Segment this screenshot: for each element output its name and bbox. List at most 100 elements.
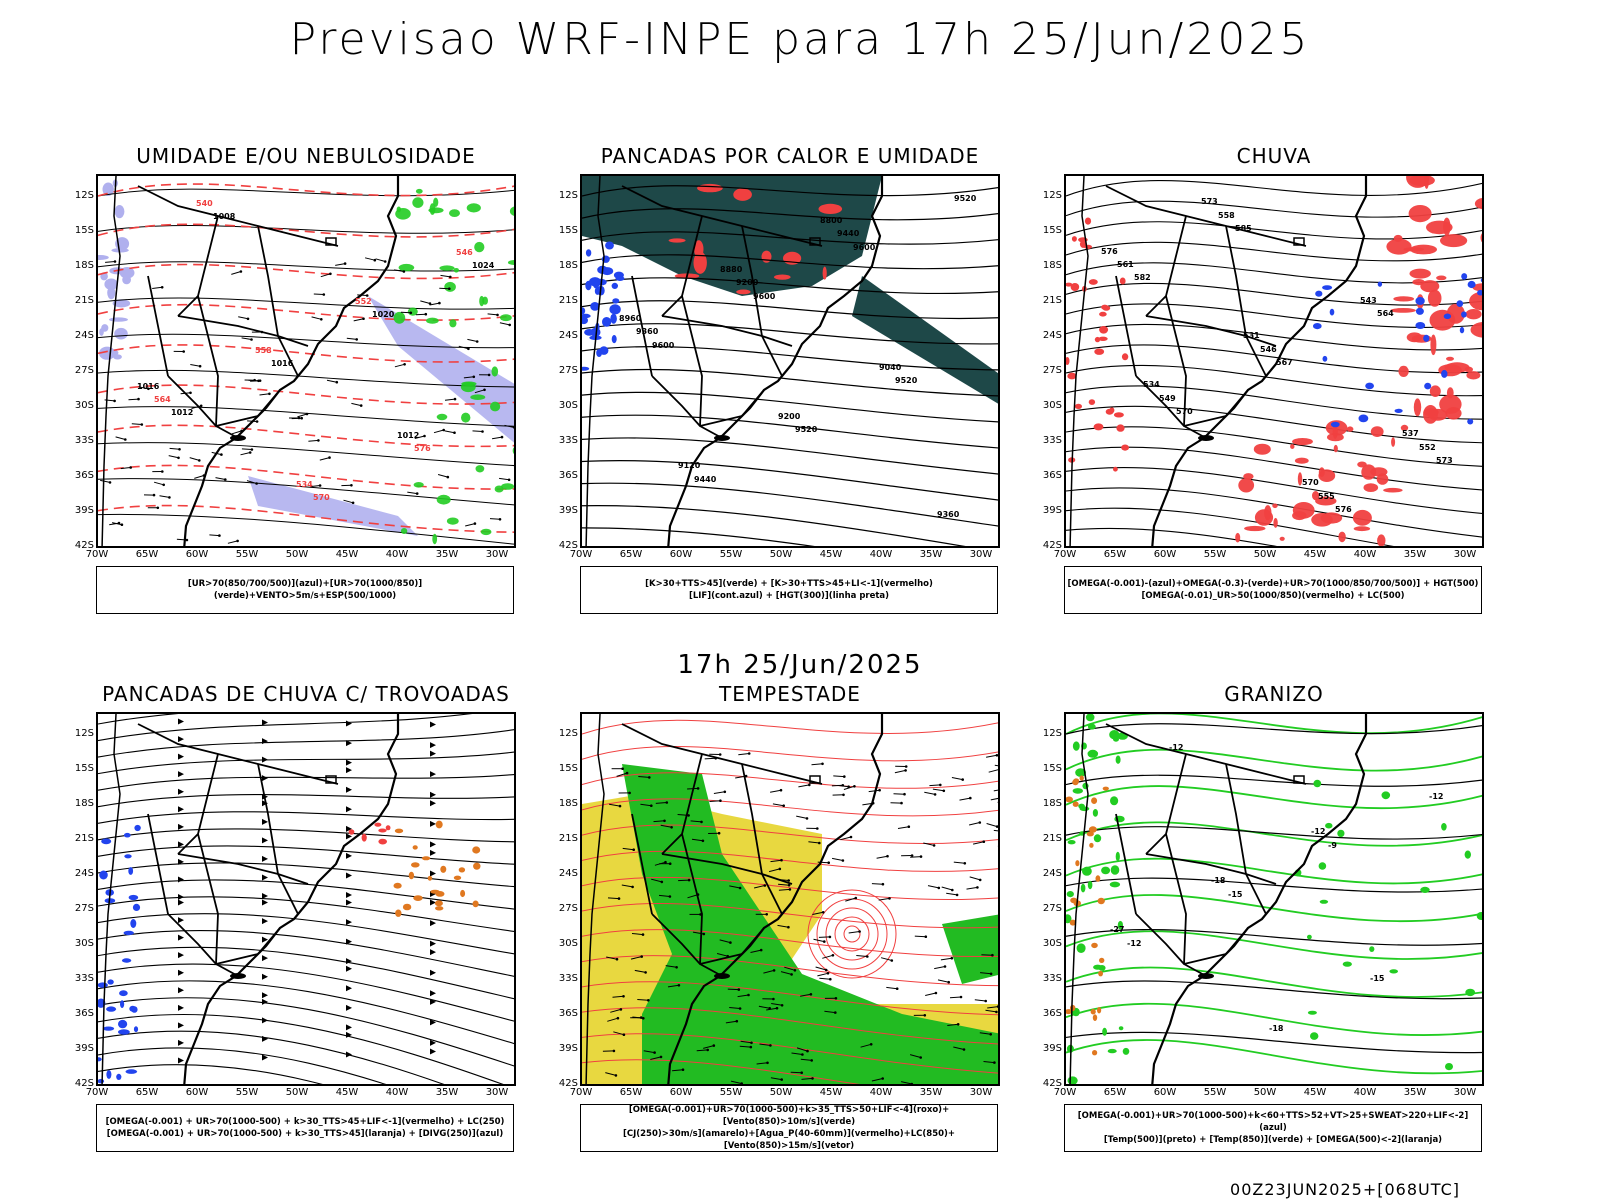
lat-tick-label: 36S (1042, 470, 1062, 481)
contour-label: 9360 (636, 327, 659, 336)
lon-tick-label: 55W (719, 1087, 743, 1098)
contour-label: 9520 (895, 376, 918, 385)
contour-label: 561 (1117, 260, 1134, 269)
legend-line: [OMEGA(-0.001)+UR>70(1000-500)+k<60+TTS>… (1077, 1111, 1469, 1133)
lat-tick-label: 15S (558, 763, 578, 774)
run-timestamp: 00Z23JUN2025+[068UTC] (1230, 1180, 1460, 1199)
legend-line: [Temp(500)](preto) + [Temp(850)](verde) … (1103, 1135, 1443, 1145)
lon-tick-label: 30W (1453, 549, 1477, 560)
contour-label: 564 (1377, 309, 1394, 318)
lon-tick-label: 65W (1103, 1087, 1127, 1098)
lat-tick-label: 18S (558, 798, 578, 809)
lat-tick-label: 33S (1042, 973, 1062, 984)
contour-label: 9360 (937, 510, 960, 519)
lon-tick-label: 30W (485, 1087, 509, 1098)
lat-tick-label: 39S (74, 505, 94, 516)
lat-tick-label: 36S (558, 1008, 578, 1019)
lon-tick-label: 45W (335, 1087, 359, 1098)
lat-tick-label: 42S (558, 540, 578, 551)
contour-label: 1012 (397, 431, 419, 440)
map-graphic (582, 714, 998, 1084)
lat-tick-label: 42S (558, 1078, 578, 1089)
panel-title: UMIDADE E/OU NEBULOSIDADE (136, 144, 476, 168)
lat-tick-label: 18S (74, 260, 94, 271)
lat-tick-label: 21S (74, 295, 94, 306)
lon-tick-label: 35W (435, 549, 459, 560)
lon-tick-label: 45W (335, 549, 359, 560)
lat-tick-label: 33S (74, 435, 94, 446)
contour-label: -12 (1429, 792, 1443, 801)
lat-tick-label: 30S (558, 938, 578, 949)
contour-label: 573 (1436, 456, 1453, 465)
lat-tick-label: 12S (558, 190, 578, 201)
lon-tick-label: 35W (435, 1087, 459, 1098)
lat-tick-label: 27S (74, 903, 94, 914)
map-plot: 9600 9600 9600 9520 9440 9520 9520 9360 9200 9440… (580, 174, 1000, 548)
lat-tick-label: 24S (74, 868, 94, 879)
map-graphic (98, 714, 514, 1084)
contour-label: 9600 (652, 341, 675, 350)
lon-tick-label: 30W (969, 549, 993, 560)
contour-label: -12 (1169, 743, 1183, 752)
lat-tick-label: 15S (74, 763, 94, 774)
contour-label: 8880 (720, 265, 743, 274)
lat-tick-label: 24S (1042, 330, 1062, 341)
panel-legend: [OMEGA(-0.001)-(azul)+OMEGA(-0.3)-(verde… (1064, 566, 1482, 614)
contour-label: -18 (1269, 1024, 1284, 1033)
contour-label: 1016 (137, 382, 160, 391)
lon-tick-label: 65W (135, 549, 159, 560)
lat-tick-label: 27S (558, 365, 578, 376)
lon-tick-label: 70W (569, 1087, 593, 1098)
lon-tick-label: 65W (1103, 549, 1127, 560)
map-plot: 1012 1016 1020 1024 1008 570 576 564 558 552 546 54… (96, 174, 516, 548)
lat-tick-label: 18S (558, 260, 578, 271)
lat-tick-label: 30S (1042, 400, 1062, 411)
contour-label: 1012 (171, 408, 193, 417)
lat-tick-label: 15S (74, 225, 94, 236)
contour-label: 9040 (879, 363, 902, 372)
lon-tick-label: 45W (819, 1087, 843, 1098)
lon-tick-label: 55W (719, 549, 743, 560)
lon-tick-label: 45W (1303, 1087, 1327, 1098)
contour-label: 537 (1402, 429, 1419, 438)
map-graphic: 9600 9600 9600 9520 9440 9520 9520 9360 9200 9440… (582, 176, 998, 546)
legend-line: [OMEGA(-0.001)+UR>70(1000-500)+k>35_TTS>… (628, 1105, 950, 1127)
bottom-row-subtitle: 17h 25/Jun/2025 (677, 650, 923, 680)
lat-tick-label: 12S (558, 728, 578, 739)
main-title: Previsao WRF-INPE para 17h 25/Jun/2025 (289, 14, 1311, 65)
lon-tick-label: 70W (569, 549, 593, 560)
contour-label: 1024 (472, 261, 495, 270)
lon-tick-label: 65W (135, 1087, 159, 1098)
lon-tick-label: 35W (1403, 1087, 1427, 1098)
contour-label: 576 (1335, 505, 1352, 514)
lat-tick-label: 27S (558, 903, 578, 914)
legend-line: [OMEGA(-0.001)-(azul)+OMEGA(-0.3)-(verde… (1067, 579, 1479, 589)
contour-label: 546 (1260, 345, 1277, 354)
contour-label: 534 (1143, 380, 1160, 389)
lon-tick-label: 30W (1453, 1087, 1477, 1098)
lat-tick-label: 24S (558, 868, 578, 879)
lon-tick-label: 60W (669, 549, 693, 560)
lat-tick-label: 39S (558, 1043, 578, 1054)
lon-tick-label: 60W (669, 1087, 693, 1098)
panel-legend: [UR>70(850/700/500)](azul)+[UR>70(1000/8… (96, 566, 514, 614)
contour-label: 1016 (271, 359, 294, 368)
contour-label: 558 (1218, 211, 1235, 220)
lon-tick-label: 40W (385, 549, 409, 560)
lat-tick-label: 42S (1042, 1078, 1062, 1089)
panel-legend: [K>30+TTS>45](verde) + [K>30+TTS>45+LI<-… (580, 566, 998, 614)
contour-label: 8960 (619, 314, 642, 323)
lon-tick-label: 70W (1053, 1087, 1077, 1098)
lat-tick-label: 30S (1042, 938, 1062, 949)
contour-label: 567 (1276, 358, 1293, 367)
lon-tick-label: 50W (1253, 549, 1277, 560)
lat-tick-label: 30S (74, 400, 94, 411)
legend-line: [OMEGA(-0.001) + UR>70(1000-500) + k>30_… (106, 1129, 504, 1139)
lat-tick-label: 18S (1042, 798, 1062, 809)
lon-tick-label: 55W (1203, 549, 1227, 560)
lon-tick-label: 70W (85, 549, 109, 560)
map-plot: 582 585 576 573 570 567 564 561 558 555 552 549 546 5… (1064, 174, 1484, 548)
legend-line: [OMEGA(-0.01)_UR>50(1000/850)(vermelho) … (1141, 591, 1405, 601)
legend-line: [LIF](cont.azul) + [HGT(300)](linha pret… (688, 591, 890, 601)
lon-tick-label: 50W (769, 1087, 793, 1098)
